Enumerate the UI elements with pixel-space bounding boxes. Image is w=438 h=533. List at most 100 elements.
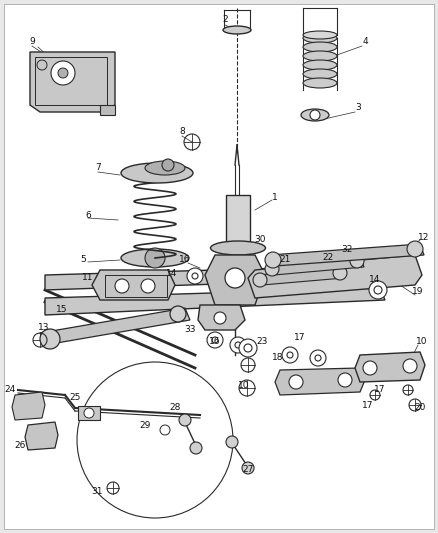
Polygon shape	[40, 308, 190, 345]
Circle shape	[242, 462, 254, 474]
Text: 22: 22	[322, 254, 334, 262]
Text: 31: 31	[91, 488, 103, 497]
Text: 8: 8	[179, 127, 185, 136]
Polygon shape	[205, 255, 265, 305]
Polygon shape	[198, 305, 245, 330]
Polygon shape	[248, 255, 422, 298]
Text: 29: 29	[139, 422, 151, 431]
Circle shape	[310, 350, 326, 366]
Circle shape	[289, 375, 303, 389]
Text: 17: 17	[294, 334, 306, 343]
Circle shape	[338, 373, 352, 387]
Circle shape	[115, 279, 129, 293]
Bar	[105, 275, 167, 297]
Polygon shape	[25, 422, 58, 450]
Circle shape	[333, 266, 347, 280]
Text: 10: 10	[238, 382, 250, 391]
Circle shape	[145, 248, 165, 268]
Text: 30: 30	[254, 236, 266, 245]
Text: 2: 2	[222, 15, 228, 25]
Ellipse shape	[303, 51, 337, 61]
Ellipse shape	[145, 161, 185, 175]
Ellipse shape	[303, 78, 337, 88]
Text: 11: 11	[82, 273, 94, 282]
Polygon shape	[275, 368, 365, 395]
Circle shape	[170, 306, 186, 322]
Circle shape	[179, 414, 191, 426]
Circle shape	[265, 262, 279, 276]
Text: 5: 5	[80, 255, 86, 264]
Circle shape	[214, 312, 226, 324]
Text: 4: 4	[362, 37, 368, 46]
Polygon shape	[355, 352, 425, 382]
Ellipse shape	[223, 26, 251, 34]
Text: 18: 18	[272, 353, 284, 362]
Polygon shape	[45, 288, 385, 315]
Circle shape	[230, 337, 246, 353]
Circle shape	[190, 442, 202, 454]
Text: 6: 6	[85, 211, 91, 220]
Circle shape	[160, 425, 170, 435]
Text: 17: 17	[374, 385, 386, 394]
Text: 20: 20	[414, 403, 426, 413]
Ellipse shape	[303, 69, 337, 79]
Text: 16: 16	[179, 255, 191, 264]
Circle shape	[58, 68, 68, 78]
Polygon shape	[270, 244, 424, 266]
Text: 1: 1	[272, 193, 278, 203]
Circle shape	[141, 279, 155, 293]
Ellipse shape	[303, 42, 337, 52]
Text: 21: 21	[279, 255, 291, 264]
Text: 16: 16	[209, 337, 221, 346]
Circle shape	[239, 339, 257, 357]
Bar	[35, 57, 107, 105]
Circle shape	[253, 273, 267, 287]
Polygon shape	[45, 265, 390, 290]
Circle shape	[363, 361, 377, 375]
Ellipse shape	[303, 60, 337, 70]
Text: 24: 24	[4, 385, 16, 394]
Text: 9: 9	[29, 37, 35, 46]
Ellipse shape	[229, 259, 247, 265]
Ellipse shape	[301, 109, 329, 121]
Text: 23: 23	[256, 337, 268, 346]
Circle shape	[310, 110, 320, 120]
Polygon shape	[12, 392, 45, 420]
Circle shape	[207, 332, 223, 348]
Ellipse shape	[121, 249, 189, 267]
Bar	[78, 406, 100, 420]
Text: 10: 10	[416, 337, 428, 346]
Bar	[226, 195, 250, 260]
Text: 19: 19	[412, 287, 424, 296]
Text: 12: 12	[418, 233, 430, 243]
Text: 32: 32	[341, 246, 353, 254]
Circle shape	[282, 347, 298, 363]
Polygon shape	[270, 256, 364, 275]
Polygon shape	[258, 268, 344, 285]
Text: 7: 7	[95, 164, 101, 173]
Text: 25: 25	[69, 393, 81, 402]
Text: 26: 26	[14, 440, 26, 449]
Circle shape	[265, 252, 281, 268]
Circle shape	[40, 329, 60, 349]
Text: 17: 17	[362, 401, 374, 410]
Text: 27: 27	[242, 465, 254, 474]
Circle shape	[84, 408, 94, 418]
Polygon shape	[30, 52, 115, 112]
Circle shape	[225, 268, 245, 288]
Circle shape	[407, 241, 423, 257]
Ellipse shape	[121, 163, 193, 183]
Polygon shape	[100, 105, 115, 115]
Circle shape	[369, 281, 387, 299]
Circle shape	[403, 359, 417, 373]
Text: 14: 14	[369, 276, 381, 285]
Circle shape	[226, 436, 238, 448]
Circle shape	[187, 268, 203, 284]
Ellipse shape	[303, 31, 337, 39]
Ellipse shape	[303, 33, 337, 43]
Circle shape	[51, 61, 75, 85]
Circle shape	[162, 159, 174, 171]
Text: 3: 3	[355, 103, 361, 112]
Text: 15: 15	[56, 305, 68, 314]
Ellipse shape	[211, 241, 265, 255]
